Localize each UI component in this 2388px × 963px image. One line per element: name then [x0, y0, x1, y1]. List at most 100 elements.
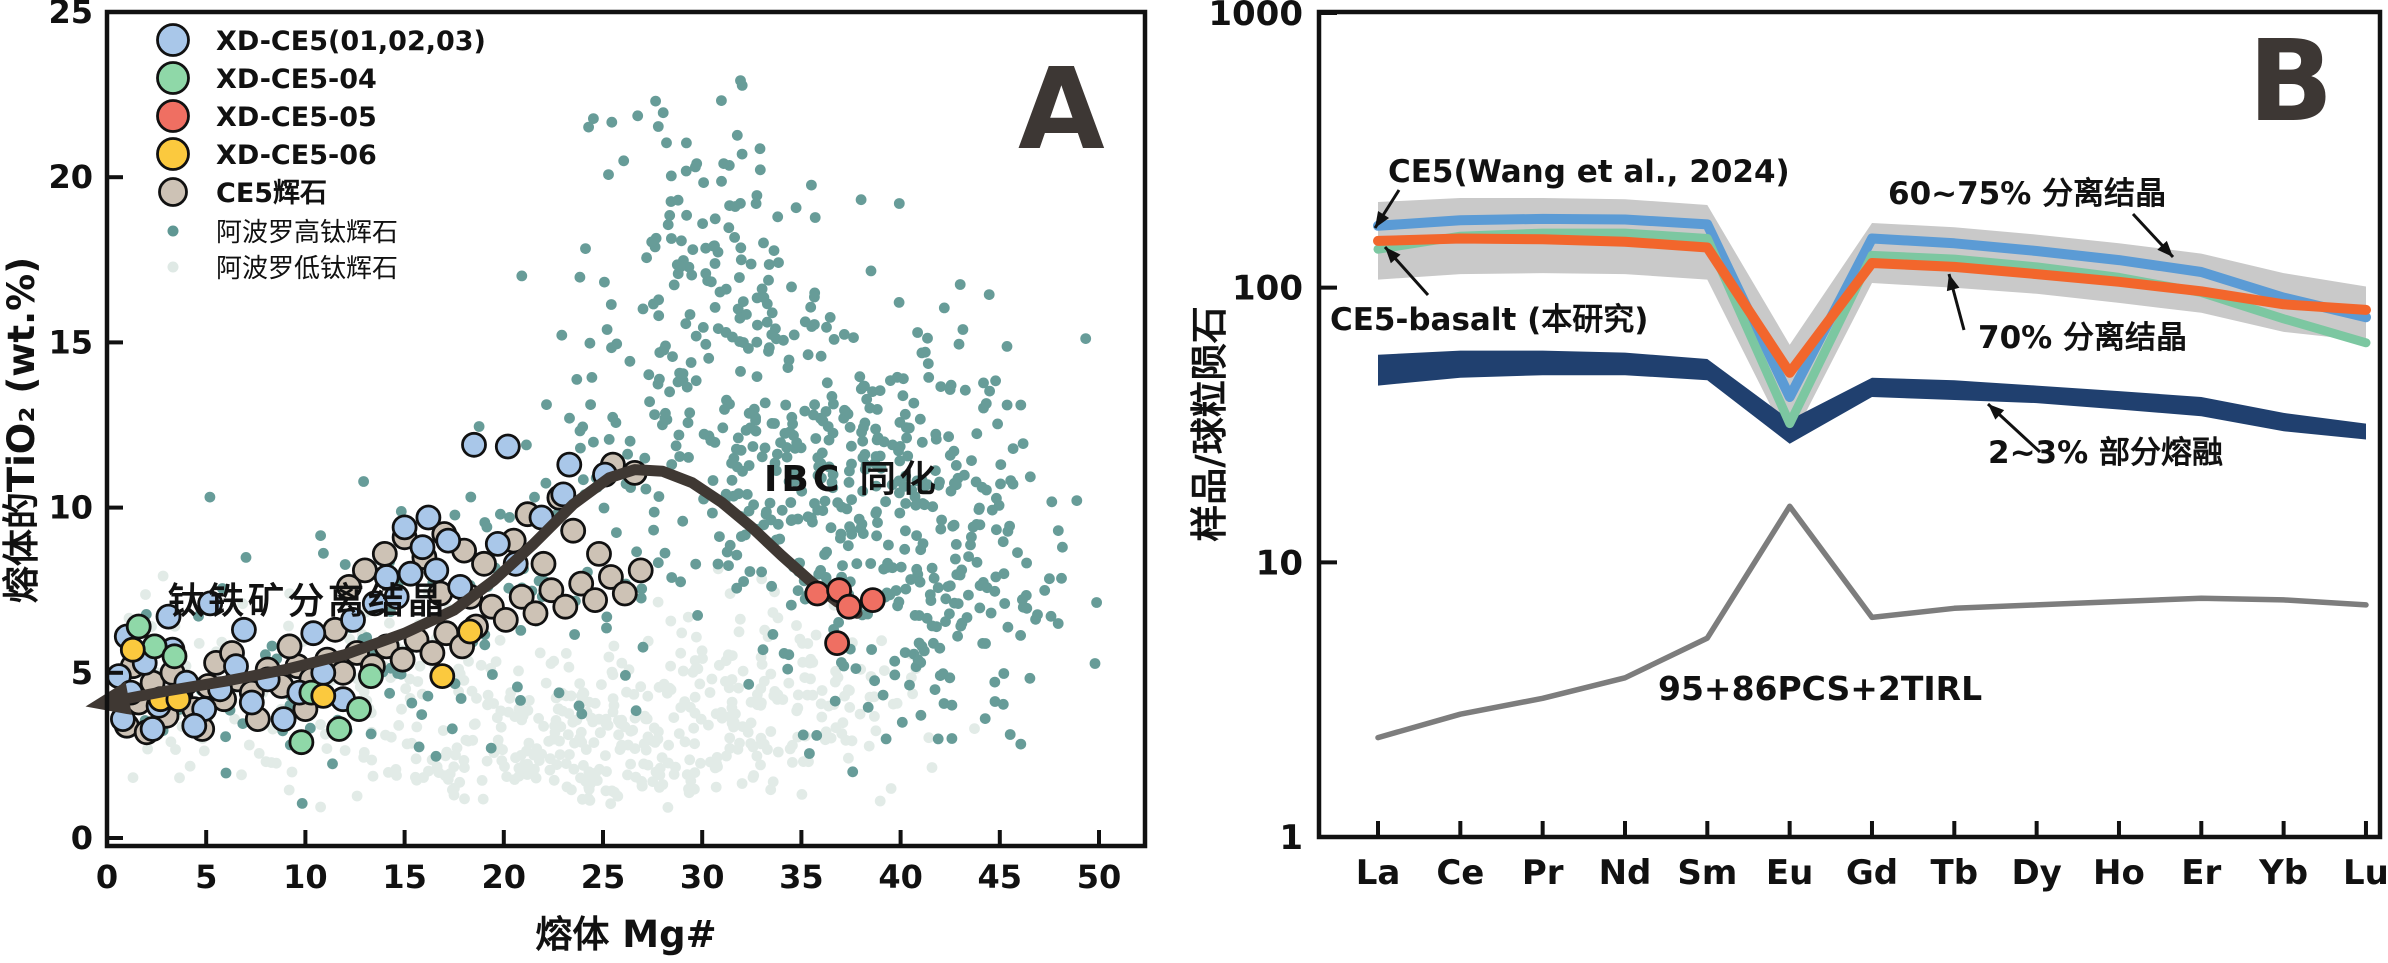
scatter-dot	[809, 498, 820, 509]
scatter-dot	[926, 620, 938, 632]
scatter-dot	[672, 376, 684, 388]
scatter-dot	[744, 566, 756, 577]
scatter-dot	[998, 668, 1010, 679]
scatter-dot	[825, 732, 837, 744]
scatter-dot	[664, 386, 675, 398]
scatter-dot	[743, 343, 754, 354]
scatter-dot	[760, 508, 772, 520]
scatter-dot	[521, 439, 532, 451]
scatter-dot	[930, 465, 941, 476]
apollo-pyroxene-clouds	[111, 75, 1102, 813]
scatter-dot	[723, 222, 735, 234]
scatter-dot	[816, 711, 828, 723]
scatter-dot	[943, 431, 954, 443]
scatter-dot	[668, 712, 680, 723]
scatter-dot	[984, 385, 995, 397]
scatter-dot	[444, 768, 456, 780]
scatter-dot	[482, 698, 494, 709]
scatter-dot	[776, 504, 788, 516]
scatter-dot	[966, 455, 977, 466]
scatter-dot	[608, 640, 620, 652]
scatter-dot	[694, 678, 706, 690]
panel-a-x-axis-title: 熔体 Mg#	[535, 913, 716, 956]
scatter-dot	[584, 779, 596, 790]
scatter-dot	[720, 488, 732, 500]
scatter-dot	[863, 740, 875, 752]
scatter-dot	[899, 647, 911, 658]
scatter-dot	[731, 549, 743, 561]
scatter-dot	[707, 507, 718, 519]
scatter-dot	[446, 723, 458, 735]
panel-a-legend: XD-CE5(01,02,03) XD-CE5-04 XD-CE5-05 XD-…	[156, 23, 486, 284]
scatter-dot	[870, 480, 882, 492]
scatter-dot	[706, 673, 718, 685]
scatter-dot	[955, 620, 967, 632]
scatter-dot	[812, 470, 824, 481]
scatter-dot	[675, 647, 687, 659]
scatter-dot	[839, 404, 850, 416]
scatter-dot	[646, 236, 658, 248]
scatter-dot	[652, 121, 664, 132]
scatter-dot	[692, 610, 703, 621]
scatter-dot	[685, 701, 696, 713]
scatter-dot	[704, 687, 716, 698]
scatter-dot	[731, 443, 742, 455]
scatter-dot	[1024, 471, 1036, 483]
scatter-dot	[864, 691, 876, 703]
scatter-dot	[995, 478, 1006, 490]
scatter-dot	[891, 697, 903, 709]
scatter-dot	[756, 566, 767, 578]
scatter-dot	[944, 672, 956, 684]
scatter-dot	[729, 201, 741, 212]
scatter-dot	[638, 738, 650, 750]
scatter-dot	[588, 737, 600, 748]
scatter-dot	[538, 720, 549, 732]
scatter-dot	[816, 447, 828, 459]
scatter-dot	[894, 441, 906, 452]
scatter-dot	[829, 695, 841, 707]
scatter-dot	[864, 402, 876, 414]
scatter-dot	[705, 435, 717, 446]
scatter-dot	[140, 589, 151, 600]
scatter-dot	[799, 316, 811, 328]
line-fc70	[1373, 233, 2371, 378]
scatter-dot	[665, 660, 676, 672]
scatter-dot	[869, 711, 880, 722]
scatter-dot	[193, 610, 204, 622]
scatter-dot	[900, 470, 912, 482]
scatter-dot	[891, 371, 903, 383]
sample-point	[230, 616, 257, 643]
scatter-dot	[847, 766, 859, 778]
scatter-dot	[596, 679, 607, 690]
sample-point	[492, 607, 519, 633]
scatter-dot	[670, 440, 682, 452]
element-label: Sm	[1677, 853, 1737, 893]
scatter-dot	[946, 733, 958, 744]
scatter-dot	[799, 672, 811, 683]
scatter-dot	[928, 637, 939, 649]
sample-point	[457, 618, 484, 645]
scatter-dot	[479, 639, 491, 651]
scatter-dot	[922, 332, 933, 344]
x-tick-label: 40	[878, 858, 923, 896]
scatter-dot	[896, 716, 908, 728]
scatter-dot	[515, 695, 526, 706]
y-tick-label: 25	[48, 0, 93, 31]
scatter-dot	[662, 219, 674, 231]
scatter-dot	[553, 687, 565, 699]
scatter-dot	[204, 491, 216, 503]
scatter-dot	[936, 514, 947, 526]
scatter-dot	[768, 245, 780, 256]
scatter-dot	[513, 665, 524, 677]
scatter-dot	[127, 772, 139, 783]
y-tick-label: 15	[48, 323, 93, 361]
scatter-dot	[734, 336, 745, 347]
scatter-dot	[764, 497, 776, 509]
scatter-dot	[911, 563, 923, 575]
scatter-dot	[697, 218, 708, 230]
scatter-dot	[751, 371, 763, 382]
scatter-dot	[481, 755, 493, 767]
scatter-dot	[1057, 541, 1068, 553]
scatter-dot	[986, 504, 998, 516]
